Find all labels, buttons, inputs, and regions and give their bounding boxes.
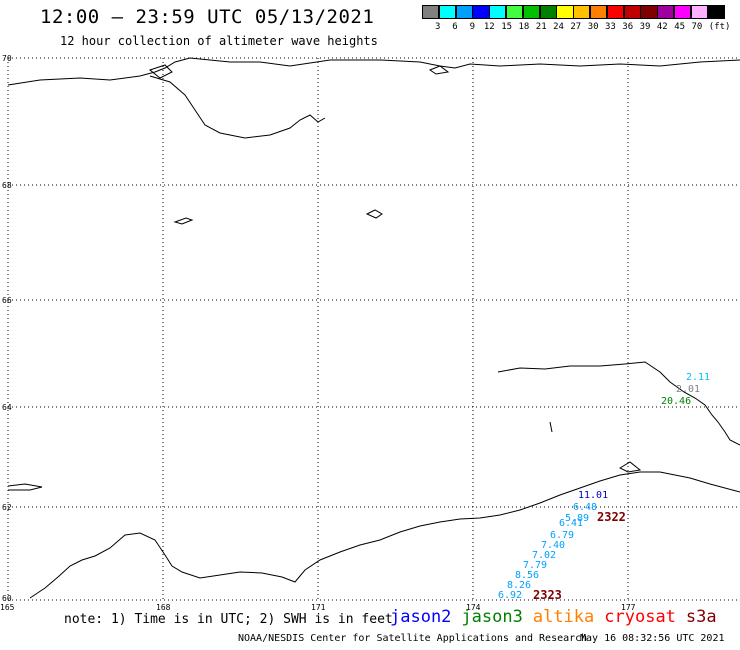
wave-height-colorbar (422, 5, 725, 19)
colorbar-swatch (673, 5, 692, 19)
colorbar-swatch (505, 5, 524, 19)
lon-label: 174 (466, 603, 481, 612)
lat-label: 66 (2, 296, 12, 305)
units-note: note: 1) Time is in UTC; 2) SWH is in fe… (64, 612, 393, 627)
lat-label: 64 (2, 403, 12, 412)
colorbar-swatch (539, 5, 557, 19)
graticule (7, 57, 740, 601)
obs-label: 20.46 (661, 396, 691, 407)
legend-entry-jason3: jason3 (461, 607, 523, 627)
lat-labels: 70 68 66 64 62 60 (2, 54, 12, 603)
colorbar-label: 3 (435, 22, 441, 32)
colorbar-swatch (556, 5, 574, 19)
lon-label: 171 (311, 603, 326, 612)
lat-label: 62 (2, 503, 12, 512)
obs-label: 6.48 (573, 502, 597, 513)
colorbar-label: 42 (656, 22, 668, 32)
colorbar-swatch (438, 5, 457, 19)
satellite-legend: jason2 jason3 altika cryosat s3a (390, 607, 727, 627)
obs-label: 7.02 (532, 550, 556, 561)
colorbar-swatch (657, 5, 675, 19)
colorbar-swatch (640, 5, 658, 19)
obs-label: 7.40 (541, 540, 565, 551)
obs-label: 8.26 (507, 580, 531, 591)
lon-label: 165 (0, 603, 15, 612)
coastline (7, 57, 740, 599)
cycle-labels: 2322 2323 (533, 510, 626, 602)
obs-label: 2.01 (676, 384, 700, 395)
legend-entry-jason2: jason2 (390, 607, 452, 627)
obs-label: 2.11 (686, 372, 710, 383)
colorbar-swatch (589, 5, 608, 19)
obs-label: 6.92 (498, 590, 522, 601)
colorbar-swatch (690, 5, 709, 19)
colorbar-swatch (472, 5, 490, 19)
colorbar-label: 45 (674, 22, 686, 32)
colorbar-swatch (606, 5, 625, 19)
colorbar-swatch (573, 5, 591, 19)
colorbar-swatch (489, 5, 507, 19)
colorbar-label: 12 (483, 22, 495, 32)
colorbar-swatch (422, 5, 440, 19)
colorbar-label: (ft) (708, 22, 731, 32)
legend-entry-s3a: s3a (685, 607, 717, 627)
colorbar-label: 27 (570, 22, 582, 32)
wave-observations: 2.11 2.01 20.46 11.01 6.48 5.89 6.41 6.7… (498, 372, 710, 601)
lon-label: 177 (621, 603, 636, 612)
colorbar-label: 24 (553, 22, 564, 32)
page-title: 12:00 – 23:59 UTC 05/13/2021 (40, 6, 375, 28)
obs-label: 6.79 (550, 530, 574, 541)
colorbar-label: 33 (605, 22, 616, 32)
colorbar-label: 36 (622, 22, 634, 32)
cycle-label: 2322 (597, 510, 626, 524)
credit-line: NOAA/NESDIS Center for Satellite Applica… (238, 633, 588, 644)
lat-label: 60 (2, 594, 12, 603)
colorbar-swatch (455, 5, 473, 19)
colorbar-label: 39 (639, 22, 651, 32)
obs-label: 6.41 (559, 518, 583, 529)
legend-entry-altika: altika (532, 607, 595, 627)
obs-label: 7.79 (523, 560, 547, 571)
cycle-label: 2323 (533, 588, 562, 602)
colorbar-label: 30 (587, 22, 599, 32)
colorbar-label: 6 (452, 22, 458, 32)
colorbar-label: 9 (469, 22, 476, 32)
page-subtitle: 12 hour collection of altimeter wave hei… (60, 34, 378, 48)
lat-label: 68 (2, 181, 12, 190)
lon-label: 168 (156, 603, 171, 612)
colorbar-label: 15 (501, 22, 513, 32)
colorbar-label: 18 (518, 22, 530, 32)
obs-label: 5.89 (565, 513, 589, 524)
obs-label: 8.56 (515, 570, 539, 581)
lon-labels: 165 168 171 174 177 (0, 603, 636, 612)
colorbar-label: 70 (691, 22, 703, 32)
generated-timestamp: May 16 08:32:56 UTC 2021 (580, 633, 725, 644)
colorbar-swatch (623, 5, 641, 19)
colorbar-swatch (707, 5, 725, 19)
legend-entry-cryosat: cryosat (604, 607, 676, 627)
lat-label: 70 (2, 54, 12, 63)
obs-label: 11.01 (578, 490, 608, 501)
colorbar-label: 21 (535, 22, 547, 32)
colorbar-swatch (522, 5, 541, 19)
